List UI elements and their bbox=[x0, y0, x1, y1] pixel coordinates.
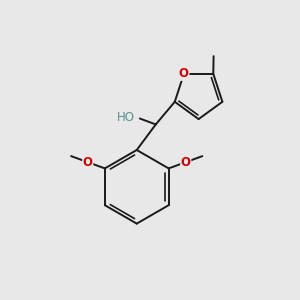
Text: O: O bbox=[181, 156, 191, 169]
Text: O: O bbox=[179, 67, 189, 80]
Text: O: O bbox=[83, 156, 93, 169]
Text: HO: HO bbox=[117, 111, 135, 124]
